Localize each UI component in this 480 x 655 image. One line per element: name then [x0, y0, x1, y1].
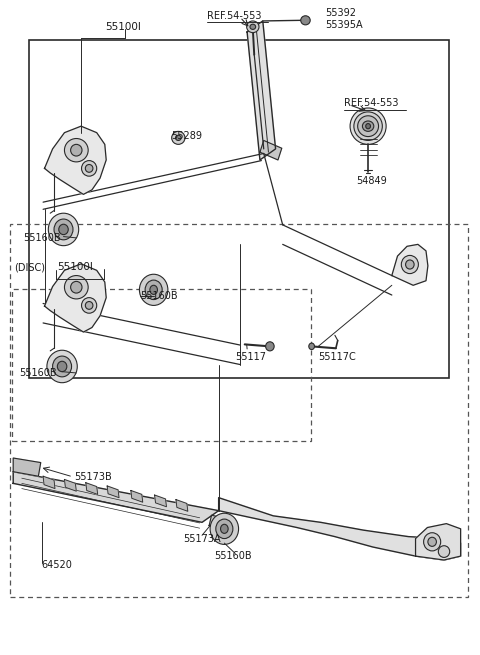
Text: REF.54-553: REF.54-553 [207, 10, 261, 21]
Ellipse shape [150, 286, 157, 294]
Text: 55173B: 55173B [74, 472, 112, 482]
Text: 55395A: 55395A [325, 20, 363, 30]
Text: 55173A: 55173A [183, 534, 221, 544]
Ellipse shape [428, 537, 436, 546]
Ellipse shape [216, 519, 233, 538]
Ellipse shape [366, 124, 371, 129]
Ellipse shape [172, 132, 185, 144]
Ellipse shape [139, 274, 168, 305]
Polygon shape [219, 498, 461, 560]
Ellipse shape [85, 164, 93, 172]
Ellipse shape [362, 121, 374, 132]
Text: 55289: 55289 [171, 131, 202, 141]
Text: 55117C: 55117C [318, 352, 356, 362]
Ellipse shape [82, 160, 96, 176]
Ellipse shape [301, 16, 310, 25]
Text: 55160B: 55160B [19, 368, 57, 378]
Text: 55160B: 55160B [214, 551, 252, 561]
Ellipse shape [354, 112, 383, 140]
Text: 55100I: 55100I [57, 262, 93, 272]
Text: 55100I: 55100I [105, 22, 141, 33]
Ellipse shape [71, 144, 82, 156]
Polygon shape [260, 140, 282, 160]
Text: 64520: 64520 [42, 559, 72, 570]
Ellipse shape [265, 342, 274, 351]
Polygon shape [43, 476, 55, 489]
Ellipse shape [247, 21, 259, 33]
Polygon shape [131, 491, 143, 502]
Polygon shape [155, 495, 167, 507]
Ellipse shape [424, 533, 441, 551]
Ellipse shape [406, 260, 414, 269]
Ellipse shape [82, 297, 96, 313]
Ellipse shape [438, 546, 450, 557]
Polygon shape [416, 523, 461, 560]
Ellipse shape [250, 24, 256, 29]
Polygon shape [209, 515, 228, 529]
Polygon shape [13, 472, 219, 522]
Polygon shape [176, 500, 188, 512]
Ellipse shape [53, 356, 72, 377]
Ellipse shape [350, 108, 386, 144]
Text: REF.54-553: REF.54-553 [344, 98, 399, 109]
Ellipse shape [71, 282, 82, 293]
Ellipse shape [47, 350, 77, 383]
Polygon shape [45, 126, 106, 195]
Polygon shape [45, 264, 106, 332]
Text: (DISC): (DISC) [14, 262, 45, 272]
Ellipse shape [210, 514, 239, 544]
Polygon shape [247, 21, 276, 160]
Ellipse shape [309, 343, 314, 350]
Polygon shape [13, 458, 41, 476]
Ellipse shape [54, 219, 73, 240]
Ellipse shape [145, 280, 162, 299]
Ellipse shape [220, 524, 228, 533]
Polygon shape [86, 483, 97, 495]
Ellipse shape [64, 138, 88, 162]
Text: 54849: 54849 [356, 176, 387, 186]
Ellipse shape [48, 213, 79, 246]
Ellipse shape [401, 255, 419, 274]
Polygon shape [392, 244, 428, 286]
Text: 55160B: 55160B [140, 291, 178, 301]
Polygon shape [64, 479, 76, 491]
Text: 55160B: 55160B [24, 233, 61, 243]
Ellipse shape [176, 136, 181, 140]
Text: 55117: 55117 [235, 352, 266, 362]
Polygon shape [107, 486, 119, 498]
Text: 55392: 55392 [325, 8, 356, 18]
Ellipse shape [85, 301, 93, 309]
Ellipse shape [64, 276, 88, 299]
Ellipse shape [57, 362, 67, 371]
Ellipse shape [59, 224, 68, 234]
Ellipse shape [358, 116, 379, 136]
